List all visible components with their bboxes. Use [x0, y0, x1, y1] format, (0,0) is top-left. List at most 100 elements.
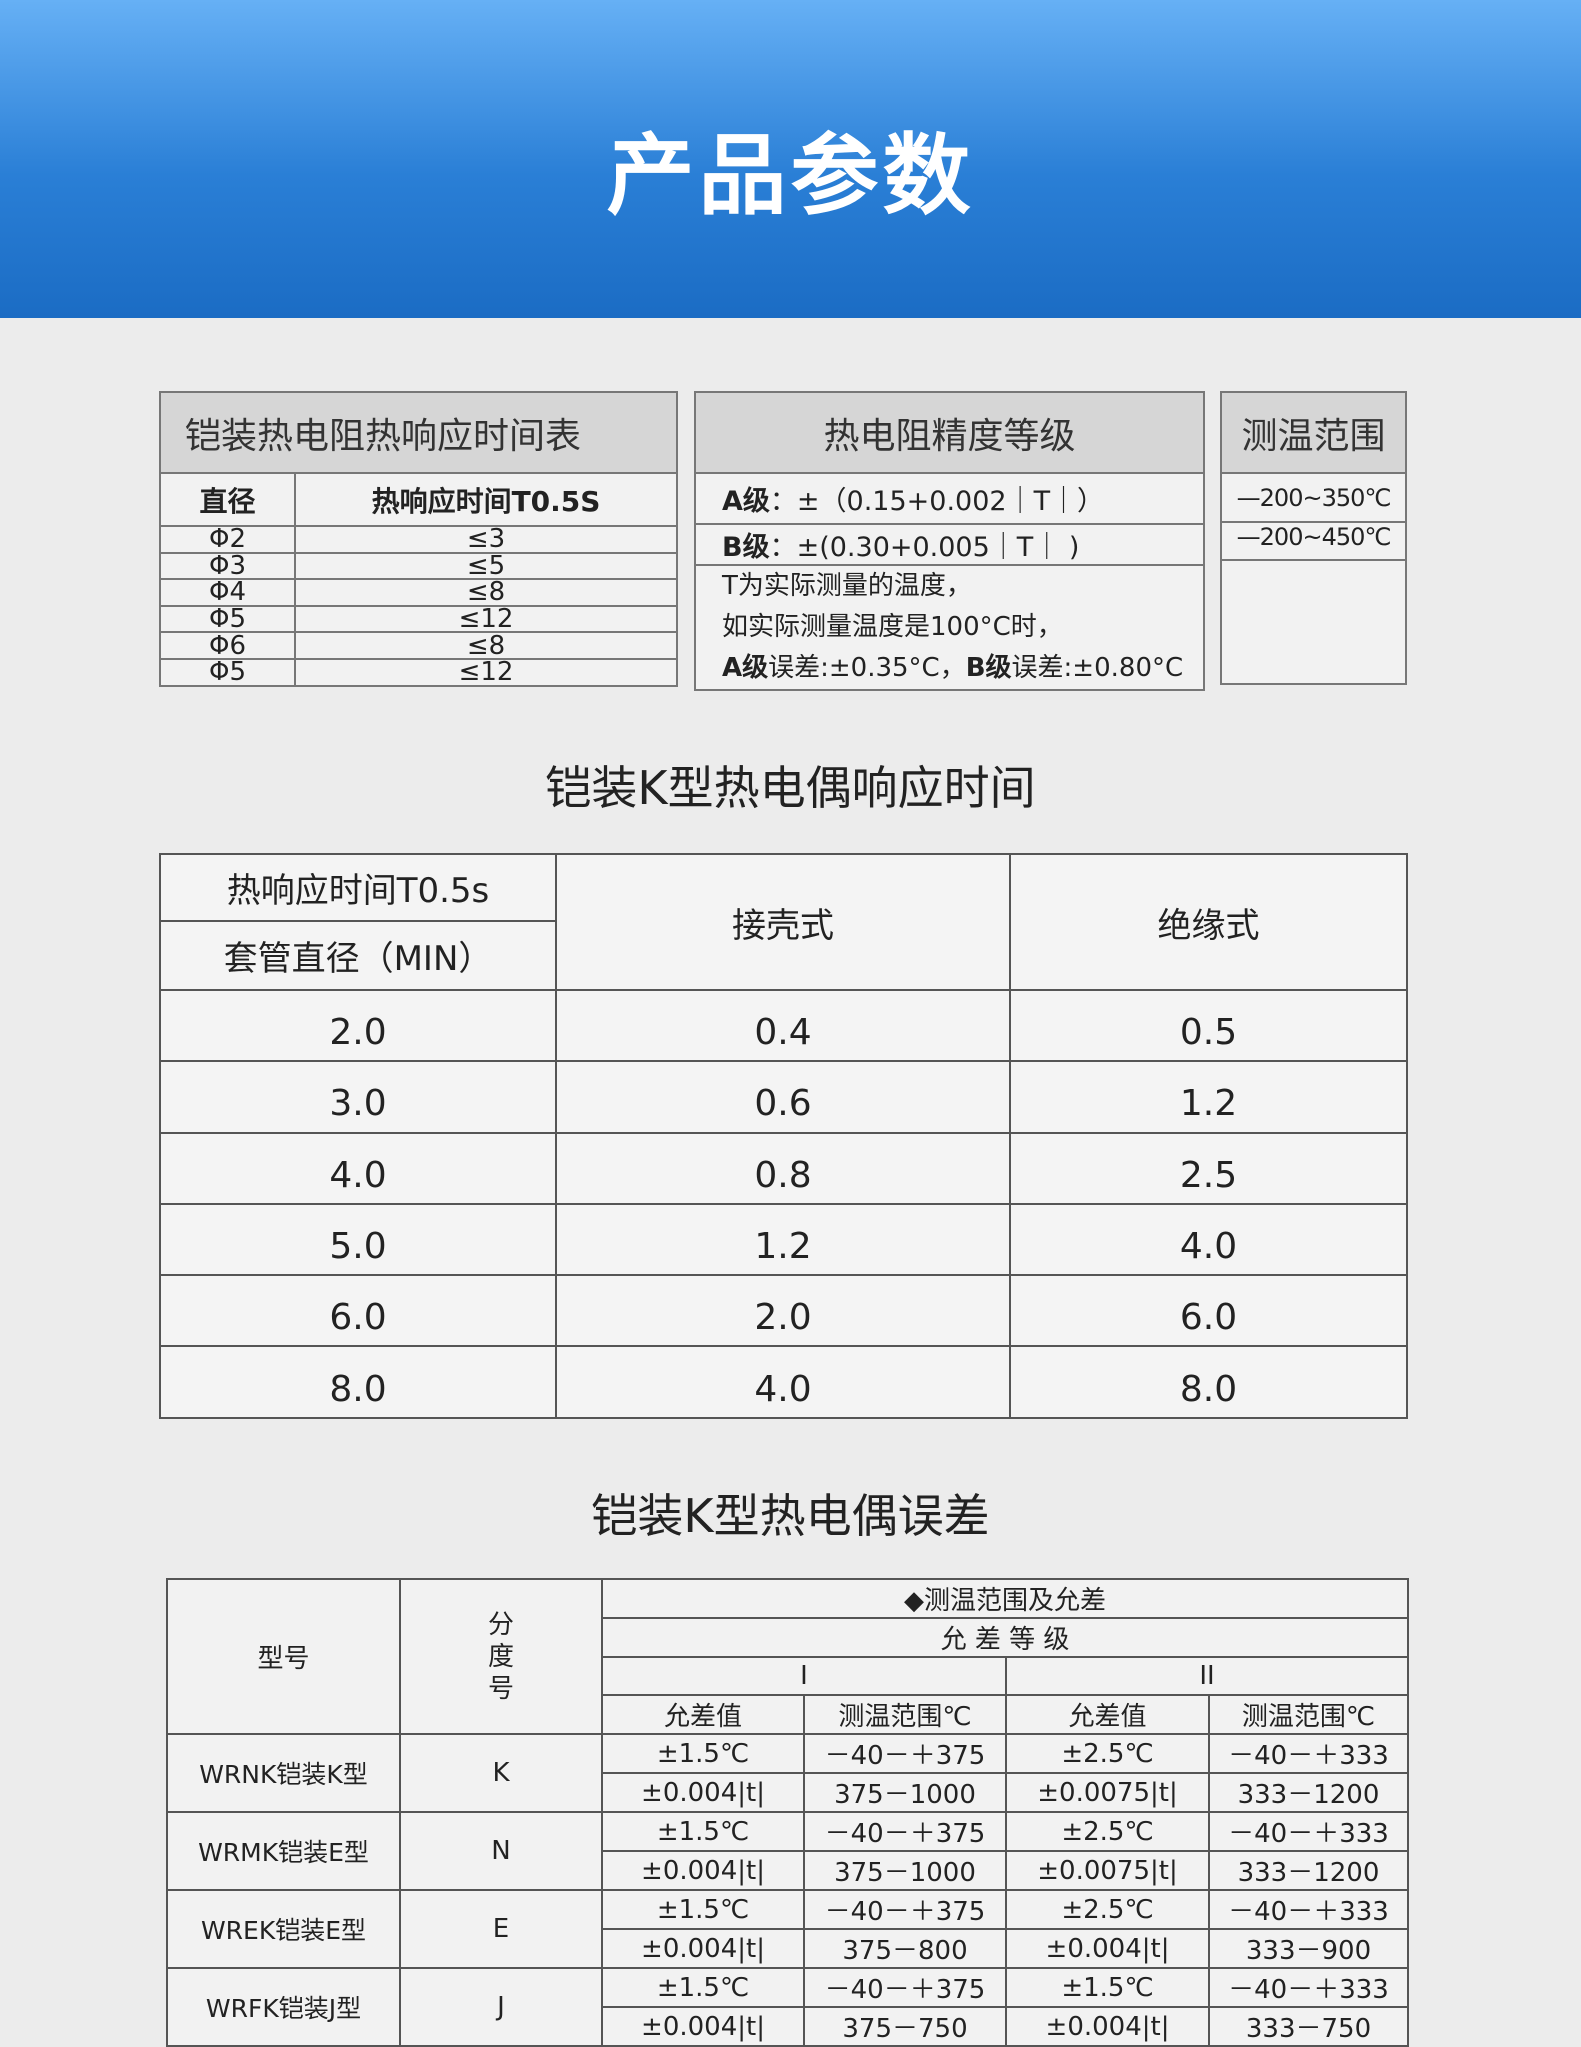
table-cell: ±1.5℃ [601, 1733, 805, 1774]
col-header: ◆测温范围及允差 [601, 1578, 1409, 1619]
table-cell: Φ4 [159, 578, 296, 607]
class-b-formula: ：±(0.30+0.005｜T｜ ) [769, 532, 1080, 563]
table-cell: ≤12 [294, 604, 678, 634]
table-cell: ±0.004|t| [1005, 2006, 1210, 2047]
table-row: Φ4 ≤8 [159, 578, 678, 607]
table-cell: ≤8 [294, 631, 678, 660]
col-header: 测温范围℃ [803, 1694, 1007, 1735]
table-cell: 3.0 [159, 1060, 557, 1134]
table-row: Φ5 ≤12 [159, 657, 678, 687]
table-cell: 8.0 [1009, 1345, 1408, 1419]
table-cell: WRFK铠装J型 [166, 1967, 401, 2047]
table-cell: 6.0 [159, 1274, 557, 1348]
note-line: A级误差:±0.35°C，B级误差:±0.80°C [722, 648, 1202, 688]
table-row: WREK铠装E型 E ±1.5℃ －40－＋375 ±2.5℃ －40－＋333 [166, 1889, 1409, 1969]
empty-cell [1220, 559, 1407, 685]
table-row: 3.0 0.6 1.2 [159, 1060, 1408, 1134]
table-cell: －40－＋333 [1208, 1889, 1409, 1930]
table-cell: 1.2 [555, 1202, 1011, 1277]
table-cell: 0.8 [555, 1131, 1011, 1205]
table-cell: －40－＋375 [803, 1967, 1007, 2008]
table-cell: －40－＋333 [1208, 1811, 1409, 1852]
table-cell: 333－900 [1208, 1928, 1409, 1969]
table-cell: －40－＋375 [803, 1889, 1007, 1930]
page-title: 产品参数 [606, 124, 975, 227]
table-cell: J [399, 1967, 603, 2047]
table-cell: 5.0 [159, 1202, 557, 1277]
table-cell: ±0.0075|t| [1005, 1850, 1210, 1891]
table-cell: 8.0 [159, 1345, 557, 1419]
table-title: 热电阻精度等级 [694, 391, 1205, 474]
table-cell: ±0.004|t| [601, 1928, 805, 1969]
k-error-table: 型号 分度号 ◆测温范围及允差 允 差 等 级 I II 允差值 测温范围℃ 允差值 测温范… [166, 1578, 1409, 2047]
table-cell: E [399, 1889, 603, 1969]
table-cell: ±2.5℃ [1005, 1811, 1210, 1852]
table-cell: ±1.5℃ [601, 1811, 805, 1852]
note-a-value: 误差:±0.35°C， [768, 653, 966, 683]
table-cell: ±1.5℃ [601, 1967, 805, 2008]
table-cell: 0.6 [555, 1060, 1011, 1134]
section-title: 铠装K型热电偶响应时间 [545, 761, 1036, 815]
col-header: 允差值 [601, 1694, 805, 1735]
table-row: ±0.004|t| 375－800 ±0.004|t| 333－900 [167, 1928, 1409, 1969]
table-row: 2.0 0.4 0.5 [159, 988, 1408, 1063]
table-cell: WRMK铠装E型 [166, 1811, 401, 1891]
table-cell: －40－＋375 [803, 1733, 1007, 1774]
col-header: 热响应时间T0.5s [159, 853, 557, 922]
table-cell: 333－1200 [1208, 1850, 1409, 1891]
table-cell: WREK铠装E型 [166, 1889, 401, 1969]
table-cell: ≤5 [294, 551, 678, 581]
table-cell: ±0.004|t| [1005, 1928, 1210, 1969]
table-cell: ±2.5℃ [1005, 1889, 1210, 1930]
range-value: —200~450℃ [1220, 521, 1407, 561]
table-row: WRNK铠装K型 K ±1.5℃ －40－＋375 ±2.5℃ －40－＋333 [166, 1733, 1409, 1813]
table-cell: 333－1200 [1208, 1772, 1409, 1813]
table-cell: ≤8 [294, 578, 678, 607]
table-cell: －40－＋333 [1208, 1967, 1409, 2008]
table-row: Φ5 ≤12 [159, 604, 678, 634]
table-title: 测温范围 [1220, 391, 1407, 474]
k-response-table: 热响应时间T0.5s 接壳式 绝缘式 套管直径（MIN） 2.0 0.4 0.5 3.0 0… [159, 853, 1408, 1419]
col-header: II [1005, 1656, 1409, 1696]
class-b-label: B级 [722, 532, 770, 563]
table-cell: 2.5 [1009, 1131, 1408, 1205]
table-cell: 375－750 [803, 2006, 1007, 2047]
col-header: 允差值 [1005, 1694, 1210, 1735]
table-cell: 4.0 [159, 1131, 557, 1205]
table-cell: 375－1000 [803, 1850, 1007, 1891]
table-cell: ±1.5℃ [601, 1889, 805, 1930]
table-cell: Φ5 [159, 604, 296, 634]
table-cell: K [399, 1733, 603, 1813]
note-line: T为实际测量的温度， [722, 571, 972, 601]
table-cell: 0.5 [1009, 988, 1408, 1063]
table-cell: 0.4 [555, 988, 1011, 1063]
col-header: I [601, 1656, 1007, 1696]
header-banner: 产品参数 [0, 0, 1581, 318]
col-header: 型号 [166, 1578, 401, 1735]
table-title: 铠装热电阻热响应时间表 [159, 391, 678, 474]
table-cell: Φ5 [159, 657, 296, 687]
table-cell: 2.0 [555, 1274, 1011, 1348]
table-cell: 4.0 [1009, 1202, 1408, 1277]
table-row: 6.0 2.0 6.0 [159, 1274, 1408, 1348]
table-cell: ±2.5℃ [1005, 1733, 1210, 1774]
table-row: WRFK铠装J型 J ±1.5℃ －40－＋375 ±1.5℃ －40－＋333 [166, 1967, 1409, 2047]
table-row: Φ2 ≤3 [159, 525, 678, 554]
section-title: 铠装K型热电偶误差 [591, 1489, 990, 1543]
table-cell: N [399, 1811, 603, 1891]
table-cell: ±0.004|t| [601, 2006, 805, 2047]
table-cell: 333－750 [1208, 2006, 1409, 2047]
note-line: 如实际测量温度是100°C时， [722, 612, 1063, 642]
table-row: 4.0 0.8 2.5 [159, 1131, 1408, 1205]
table-row: Φ6 ≤8 [159, 631, 678, 660]
note-b-value: 误差:±0.80°C [1011, 653, 1184, 683]
table-cell: －40－＋375 [803, 1811, 1007, 1852]
col-header: 绝缘式 [1009, 853, 1408, 991]
table-cell: 4.0 [555, 1345, 1011, 1419]
table-cell: ≤12 [294, 657, 678, 687]
table-cell: Φ2 [159, 525, 296, 554]
table-cell: ±1.5℃ [1005, 1967, 1210, 2008]
rtd-response-table: 铠装热电阻热响应时间表 直径 热响应时间T0.5S Φ2 ≤3 Φ3 ≤5 Φ4 ≤8 Φ5 ≤… [159, 391, 678, 687]
table-row: WRMK铠装E型 N ±1.5℃ －40－＋375 ±2.5℃ －40－＋333 [166, 1811, 1409, 1891]
col-header: 接壳式 [555, 853, 1011, 991]
